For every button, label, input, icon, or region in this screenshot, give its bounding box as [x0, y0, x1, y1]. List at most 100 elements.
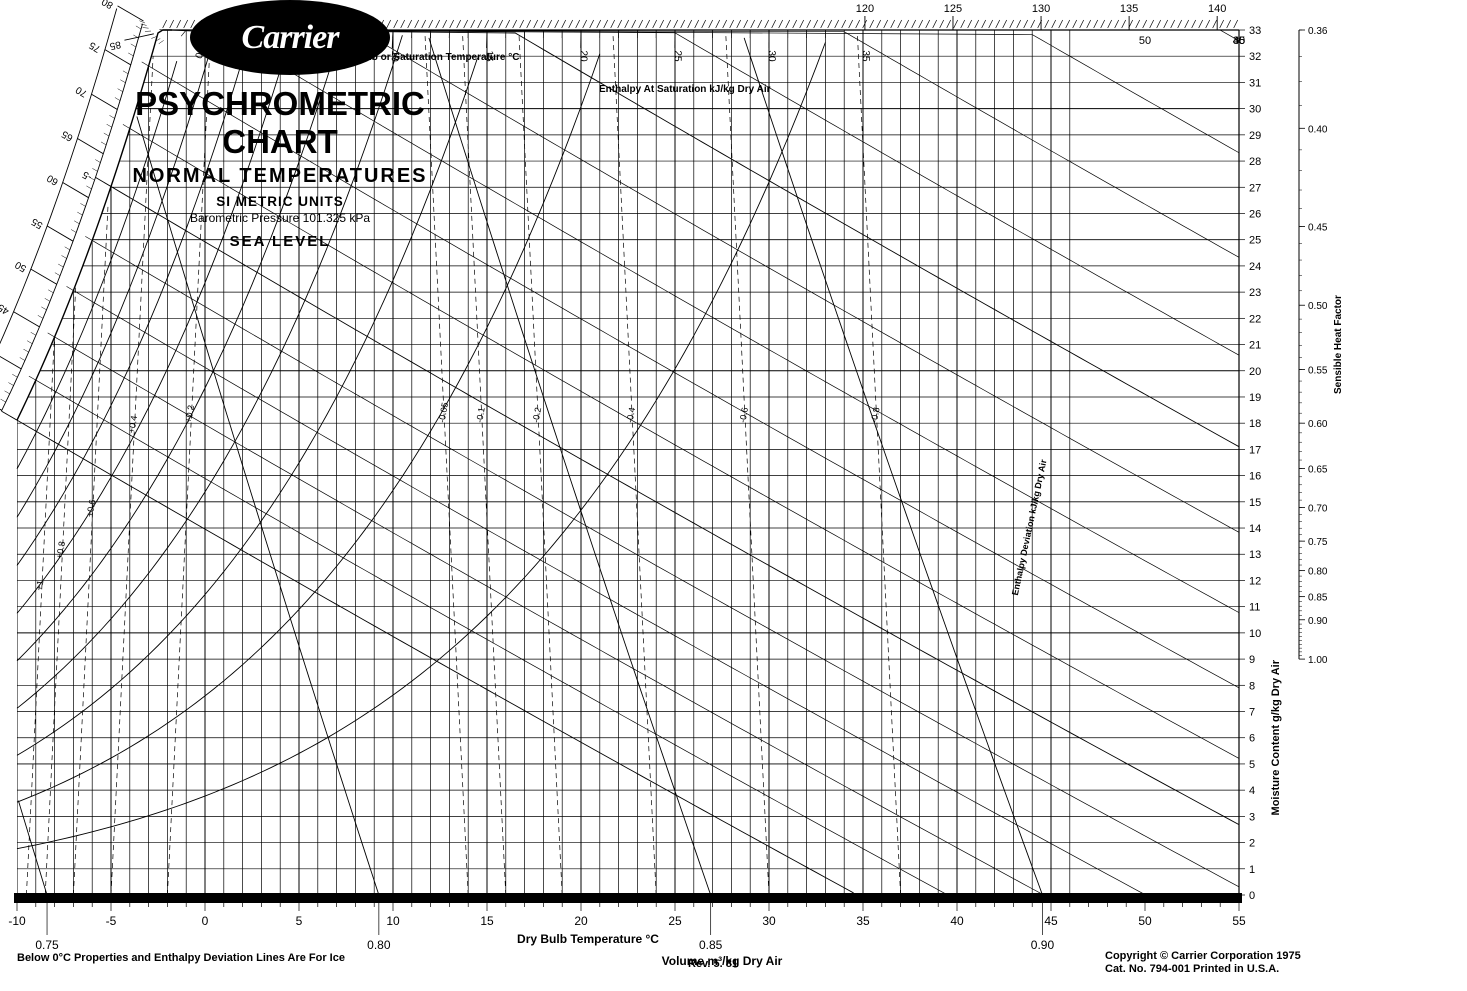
chart-title: PSYCHROMETRIC CHART [105, 85, 455, 161]
svg-text:70: 70 [74, 83, 90, 98]
svg-text:30: 30 [766, 50, 777, 62]
svg-text:0.85: 0.85 [1308, 593, 1328, 604]
svg-text:26: 26 [1249, 208, 1261, 220]
svg-text:2: 2 [1249, 838, 1255, 850]
svg-text:-0.05: -0.05 [437, 402, 450, 424]
svg-text:50: 50 [1138, 914, 1152, 928]
chart-subtitle-3: Barometric Pressure 101.325 kPa [105, 211, 455, 225]
svg-text:0.90: 0.90 [1308, 616, 1328, 627]
footnote-copyright2: Cat. No. 794-001 Printed in U.S.A. [1105, 963, 1279, 975]
svg-text:140: 140 [1208, 3, 1226, 15]
svg-text:20: 20 [574, 914, 588, 928]
title-block: PSYCHROMETRIC CHART NORMAL TEMPERATURES … [105, 85, 455, 258]
svg-text:-0.1: -0.1 [474, 407, 487, 424]
svg-text:25: 25 [672, 50, 683, 62]
svg-text:21: 21 [1249, 340, 1261, 352]
svg-text:8: 8 [1249, 680, 1255, 692]
logo-ellipse: Carrier [190, 0, 390, 75]
svg-text:30: 30 [762, 914, 776, 928]
svg-text:27: 27 [1249, 182, 1261, 194]
svg-text:19: 19 [1249, 392, 1261, 404]
svg-text:10: 10 [386, 914, 400, 928]
svg-text:23: 23 [1249, 287, 1261, 299]
svg-text:11: 11 [1249, 602, 1260, 614]
chart-subtitle-2: SI METRIC UNITS [105, 194, 455, 209]
svg-text:3: 3 [1249, 811, 1255, 823]
svg-text:33: 33 [1249, 25, 1261, 37]
svg-text:0.55: 0.55 [1308, 366, 1328, 377]
svg-text:25: 25 [668, 914, 682, 928]
svg-text:0.60: 0.60 [1308, 419, 1328, 430]
svg-text:Enthalpy Deviation kJ/kg Dry A: Enthalpy Deviation kJ/kg Dry Air [1010, 458, 1049, 596]
svg-text:20: 20 [1249, 366, 1261, 378]
svg-text:0.80: 0.80 [1308, 567, 1328, 578]
svg-text:45: 45 [1044, 914, 1058, 928]
svg-text:17: 17 [1249, 444, 1261, 456]
svg-text:Sensible Heat Factor: Sensible Heat Factor [1333, 295, 1344, 394]
svg-text:15: 15 [480, 914, 494, 928]
svg-text:0.45: 0.45 [1308, 223, 1328, 234]
svg-text:5: 5 [296, 914, 303, 928]
svg-text:45: 45 [0, 301, 11, 316]
svg-text:25: 25 [1249, 235, 1261, 247]
svg-text:12: 12 [1249, 575, 1261, 587]
svg-text:24: 24 [1249, 261, 1261, 273]
svg-text:-0.2: -0.2 [531, 407, 544, 424]
svg-text:20: 20 [578, 50, 589, 62]
svg-text:28: 28 [1249, 156, 1261, 168]
svg-text:125: 125 [944, 3, 962, 15]
svg-text:0.75: 0.75 [1308, 537, 1328, 548]
chart-subtitle-1: NORMAL TEMPERATURES [105, 165, 455, 188]
svg-text:+1: +1 [34, 579, 46, 591]
svg-text:7: 7 [1249, 707, 1255, 719]
svg-text:40: 40 [950, 914, 964, 928]
svg-text:4: 4 [1249, 785, 1255, 797]
svg-text:55: 55 [29, 215, 45, 230]
svg-text:0.90: 0.90 [1031, 938, 1055, 952]
svg-text:0.75: 0.75 [35, 938, 59, 952]
svg-text:5: 5 [1249, 759, 1255, 771]
svg-text:30: 30 [1249, 104, 1261, 116]
svg-text:0.80: 0.80 [367, 938, 391, 952]
svg-text:35: 35 [860, 50, 871, 62]
svg-text:130: 130 [1032, 3, 1050, 15]
svg-text:1.00: 1.00 [1308, 655, 1328, 666]
svg-text:0.40: 0.40 [1308, 124, 1328, 135]
logo-text: Carrier [242, 19, 339, 57]
svg-text:80: 80 [100, 0, 116, 11]
svg-text:0.36: 0.36 [1308, 26, 1328, 37]
svg-text:32: 32 [1249, 51, 1261, 63]
chart-subtitle-4: SEA LEVEL [105, 233, 455, 250]
brand-logo: Carrier [190, 0, 390, 75]
svg-text:31: 31 [1249, 77, 1261, 89]
svg-text:0.85: 0.85 [699, 938, 723, 952]
svg-text:-10: -10 [8, 914, 26, 928]
svg-text:+0.4: +0.4 [126, 415, 139, 434]
svg-text:15: 15 [1249, 497, 1261, 509]
svg-text:-5: -5 [106, 914, 117, 928]
svg-text:+0.2: +0.2 [183, 404, 196, 423]
svg-text:1: 1 [1249, 864, 1255, 876]
footnote-copyright1: Copyright © Carrier Corporation 1975 [1105, 950, 1301, 962]
svg-text:75: 75 [87, 39, 103, 54]
svg-text:0: 0 [1249, 890, 1255, 902]
svg-text:-0.8: -0.8 [869, 407, 882, 424]
footnote-rev: Rev. 5. 81 [688, 958, 738, 970]
svg-text:18: 18 [1249, 418, 1261, 430]
svg-text:9: 9 [1249, 654, 1255, 666]
svg-text:29: 29 [1249, 130, 1261, 142]
svg-text:0.50: 0.50 [1308, 301, 1328, 312]
svg-text:55: 55 [1232, 914, 1246, 928]
svg-text:10: 10 [1249, 628, 1261, 640]
svg-text:-5: -5 [80, 168, 94, 182]
svg-text:50: 50 [13, 258, 29, 273]
svg-text:14: 14 [1249, 523, 1261, 535]
svg-text:45: 45 [1233, 35, 1245, 47]
svg-text:6: 6 [1249, 733, 1255, 745]
svg-text:50: 50 [1139, 35, 1151, 47]
svg-text:0.65: 0.65 [1308, 465, 1328, 476]
svg-text:+0.6: +0.6 [84, 499, 97, 518]
psychrometric-chart: Carrier PSYCHROMETRIC CHART NORMAL TEMPE… [0, 0, 1467, 991]
svg-text:135: 135 [1120, 3, 1138, 15]
svg-text:65: 65 [60, 128, 76, 143]
